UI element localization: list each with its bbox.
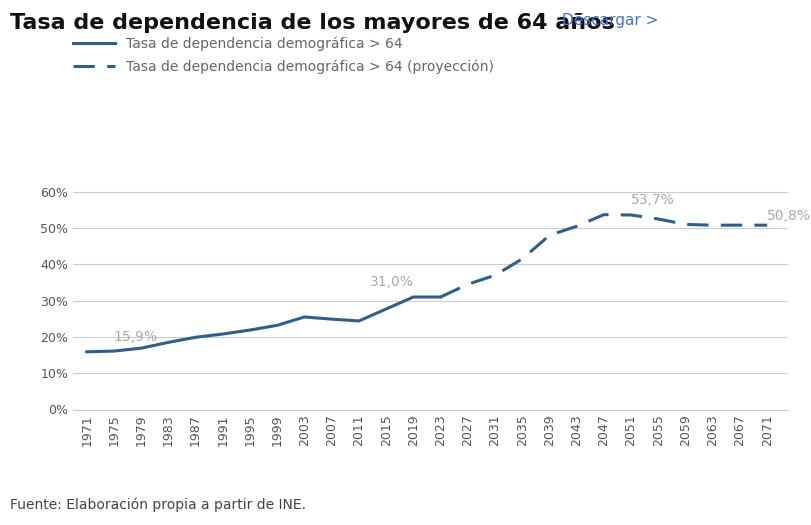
- Text: 31,0%: 31,0%: [369, 275, 413, 289]
- Text: Tasa de dependencia de los mayores de 64 años: Tasa de dependencia de los mayores de 64…: [10, 13, 614, 33]
- Legend: Tasa de dependencia demográfica > 64, Tasa de dependencia demográfica > 64 (proy: Tasa de dependencia demográfica > 64, Ta…: [73, 36, 493, 74]
- Text: 50,8%: 50,8%: [766, 209, 810, 223]
- Text: Fuente: Elaboración propia a partir de INE.: Fuente: Elaboración propia a partir de I…: [10, 497, 306, 512]
- Text: 53,7%: 53,7%: [630, 193, 674, 207]
- Text: Descargar >: Descargar >: [561, 13, 658, 28]
- Text: 15,9%: 15,9%: [114, 330, 157, 344]
